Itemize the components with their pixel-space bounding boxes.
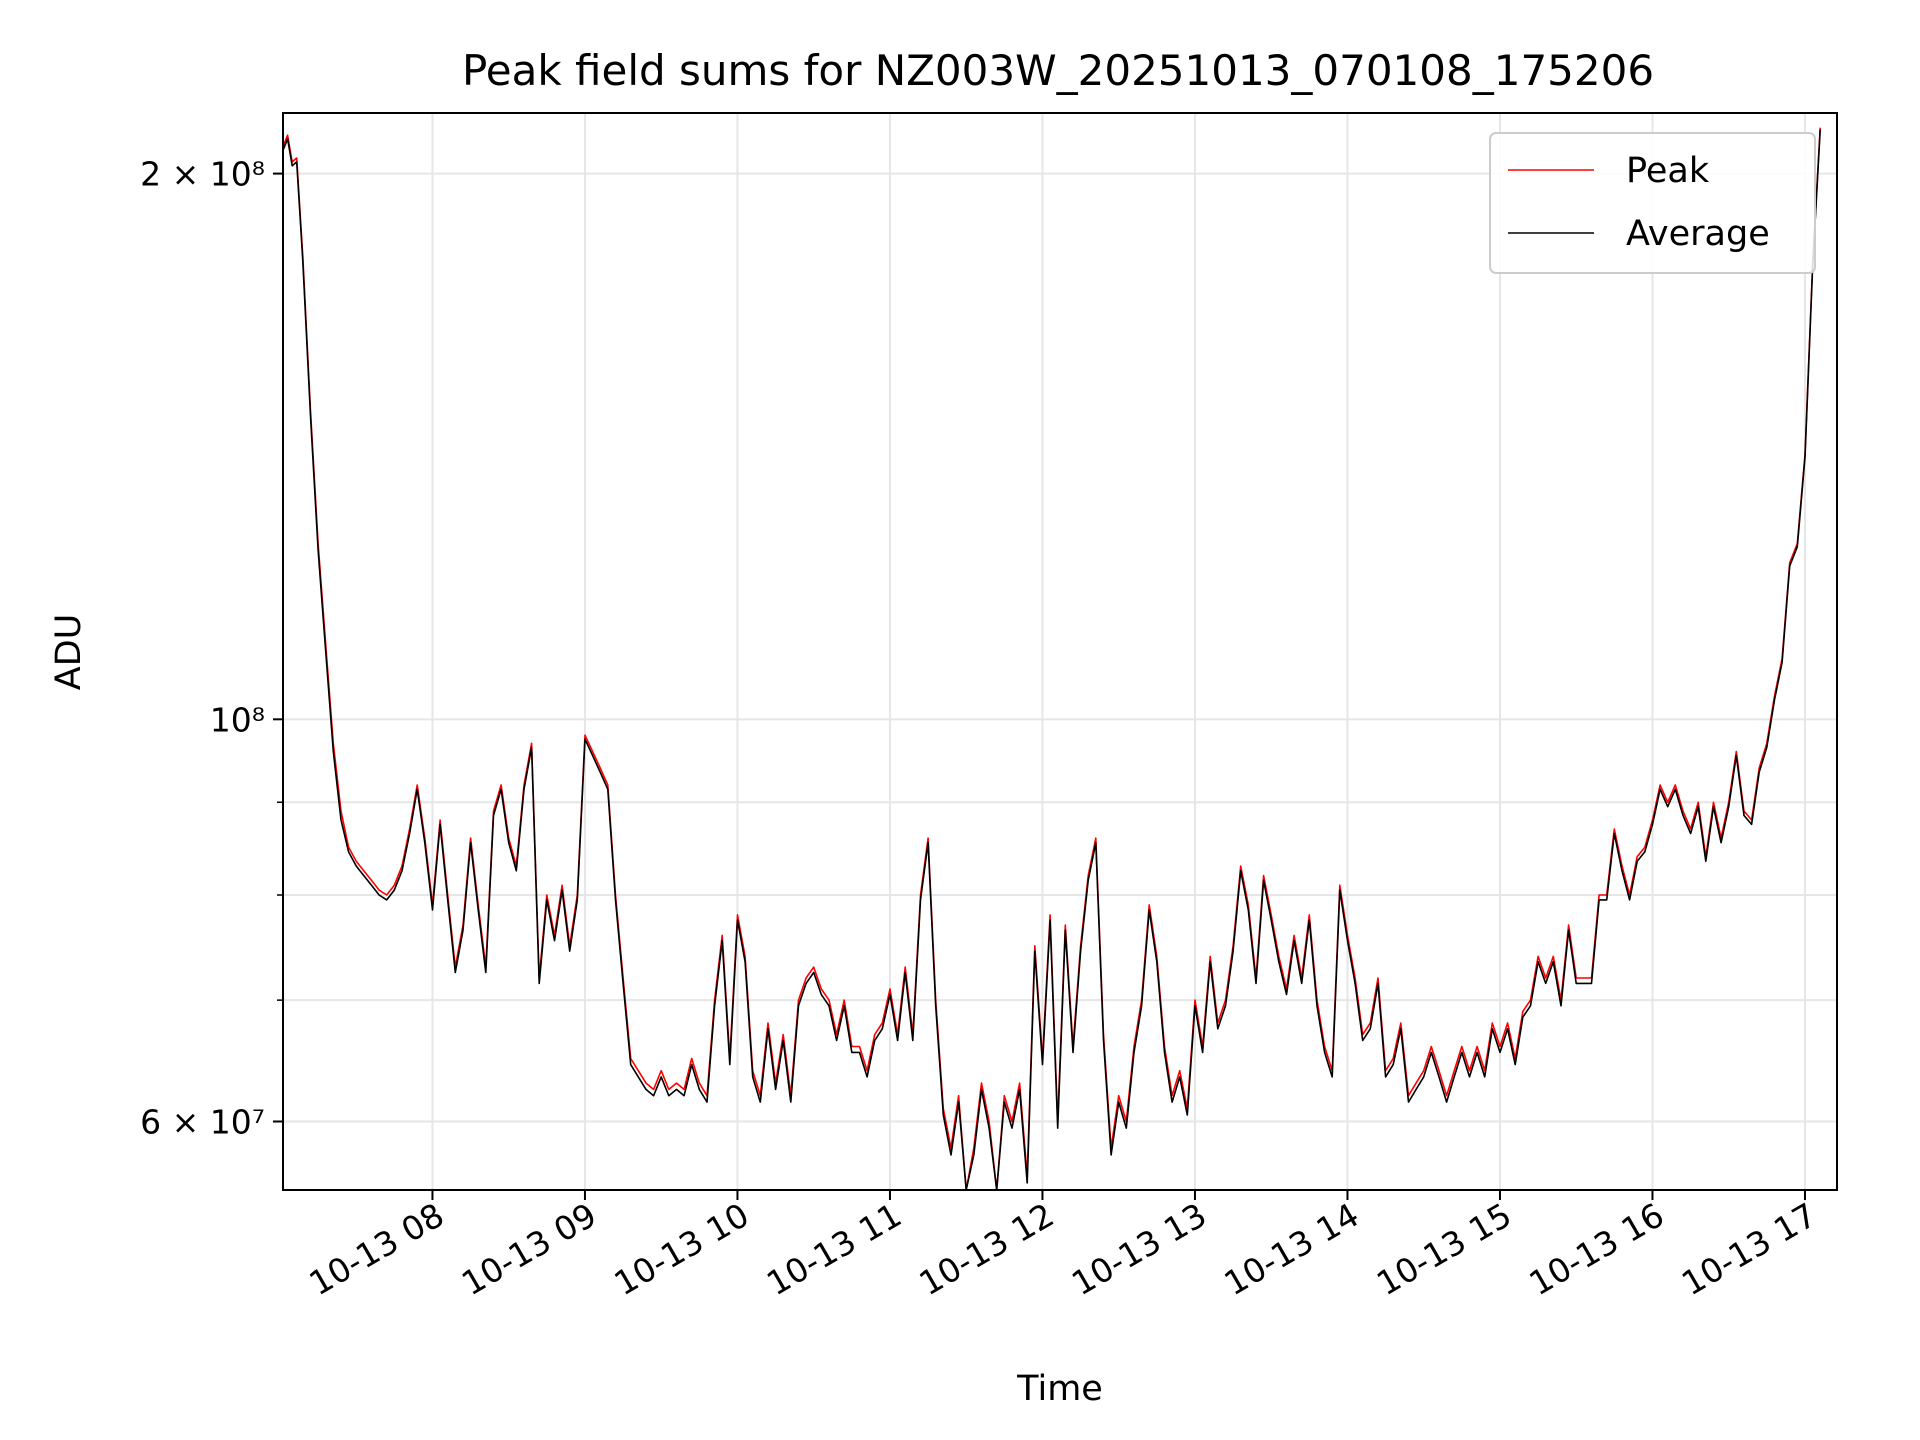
series-line-average <box>282 129 1821 1191</box>
y-tick-label: 2 × 10⁸ <box>140 155 265 194</box>
series-group <box>282 127 1821 1191</box>
y-axis-title: ADU <box>49 614 89 691</box>
grid <box>283 113 1837 1190</box>
plot-frame <box>282 112 1838 1191</box>
legend-box <box>1489 132 1816 274</box>
y-tick-label: 6 × 10⁷ <box>140 1102 265 1141</box>
legend: Peak Average <box>1489 132 1816 274</box>
legend-label-average: Average <box>1626 214 1770 254</box>
y-tick-label: 10⁸ <box>210 700 265 739</box>
y-axis: 6 × 10⁷ 10⁸ 2 × 10⁸ <box>140 155 283 1141</box>
legend-label-peak: Peak <box>1626 151 1710 191</box>
x-axis-title: Time <box>1016 1369 1103 1409</box>
chart-title: Peak field sums for NZ003W_20251013_0701… <box>462 46 1654 95</box>
